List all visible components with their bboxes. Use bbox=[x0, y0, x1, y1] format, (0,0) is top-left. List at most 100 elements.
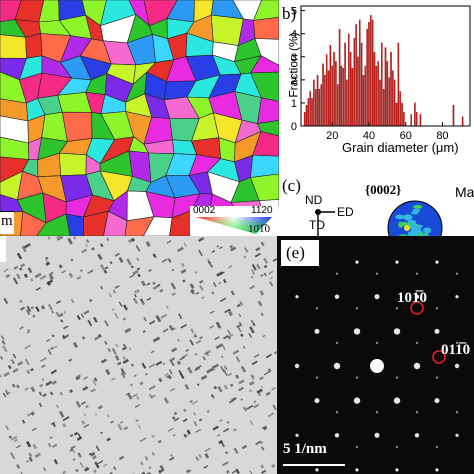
precipitate bbox=[158, 377, 163, 383]
precipitate bbox=[122, 317, 126, 321]
precipitate bbox=[150, 350, 155, 354]
precipitate bbox=[225, 451, 229, 455]
precipitate bbox=[97, 405, 103, 410]
precipitate bbox=[45, 380, 53, 387]
diffraction-spot bbox=[374, 294, 380, 300]
precipitate bbox=[210, 394, 215, 398]
precipitate bbox=[87, 319, 93, 327]
precipitate bbox=[62, 416, 70, 422]
histogram-bar bbox=[333, 52, 335, 127]
precipitate bbox=[205, 352, 210, 357]
precipitate bbox=[80, 401, 86, 405]
precipitate bbox=[92, 455, 97, 460]
histogram-bar bbox=[335, 61, 337, 127]
precipitate bbox=[220, 441, 225, 448]
weak-spot bbox=[415, 411, 419, 414]
precipitate bbox=[76, 436, 83, 441]
precipitate bbox=[167, 374, 172, 380]
histogram-bar bbox=[359, 19, 361, 127]
precipitate bbox=[265, 391, 271, 396]
precipitate bbox=[111, 377, 116, 381]
precipitate bbox=[68, 272, 74, 279]
precipitate bbox=[30, 306, 34, 310]
diffraction-spot bbox=[455, 295, 459, 299]
precipitate bbox=[55, 404, 59, 408]
spot-label-0110: 011̅0 bbox=[441, 342, 471, 358]
precipitate bbox=[213, 385, 218, 390]
weak-spot bbox=[415, 272, 419, 275]
precipitate bbox=[226, 470, 230, 474]
precipitate bbox=[171, 347, 178, 353]
precipitate bbox=[93, 469, 97, 474]
weak-spot bbox=[395, 376, 399, 379]
precipitate bbox=[20, 306, 26, 311]
precipitate bbox=[30, 386, 36, 393]
precipitate bbox=[133, 293, 137, 298]
panel-label-box-e: (e) bbox=[281, 240, 319, 266]
precipitate bbox=[215, 321, 222, 329]
precipitate bbox=[140, 461, 144, 466]
precipitate bbox=[227, 329, 232, 336]
precipitate bbox=[164, 373, 169, 377]
precipitate bbox=[177, 338, 180, 342]
precipitate bbox=[60, 319, 64, 323]
precipitate bbox=[186, 469, 192, 474]
diffraction-spot bbox=[435, 260, 439, 264]
precipitate bbox=[260, 464, 265, 469]
weak-spot bbox=[395, 445, 399, 449]
precipitate bbox=[110, 420, 114, 424]
precipitate bbox=[100, 358, 108, 364]
precipitate bbox=[151, 451, 155, 456]
precipitate bbox=[167, 258, 172, 263]
weak-spot bbox=[375, 272, 379, 275]
intensity-patch bbox=[403, 214, 413, 221]
precipitate bbox=[118, 301, 123, 307]
ebsd-orientation-map: m 0002 1120 10̇1̅0 bbox=[0, 0, 279, 236]
diffraction-spot bbox=[295, 295, 299, 299]
precipitate bbox=[223, 365, 228, 371]
precipitate bbox=[230, 383, 234, 387]
histogram-bar bbox=[392, 70, 394, 127]
precipitate bbox=[105, 369, 111, 376]
precipitate bbox=[270, 276, 273, 280]
precipitate bbox=[218, 281, 222, 285]
precipitate bbox=[46, 338, 51, 343]
precipitate bbox=[220, 355, 224, 359]
grain bbox=[253, 16, 279, 40]
precipitate bbox=[172, 416, 176, 420]
precipitate bbox=[85, 243, 88, 247]
precipitate bbox=[83, 423, 90, 428]
precipitate bbox=[18, 299, 23, 304]
precipitate bbox=[194, 353, 198, 356]
histogram-bar bbox=[379, 79, 381, 127]
precipitate bbox=[91, 247, 95, 251]
precipitate bbox=[197, 383, 200, 387]
diffraction-spot bbox=[370, 359, 384, 373]
pole-plane-label: {0002} bbox=[365, 182, 402, 197]
grain bbox=[210, 14, 244, 46]
histogram-bar bbox=[307, 98, 310, 127]
ipf-key-0002: 0002 bbox=[193, 205, 216, 216]
precipitate bbox=[107, 347, 111, 353]
precipitate bbox=[193, 412, 197, 416]
precipitate bbox=[215, 343, 223, 350]
precipitate bbox=[16, 252, 23, 260]
histogram-bar bbox=[303, 112, 306, 127]
scale-bar-label: m bbox=[1, 213, 13, 229]
precipitate bbox=[89, 451, 96, 457]
precipitate bbox=[76, 315, 81, 321]
precipitate bbox=[135, 245, 141, 252]
precipitate bbox=[195, 291, 200, 295]
precipitate bbox=[56, 236, 64, 241]
precipitate bbox=[122, 358, 129, 364]
intensity-patch bbox=[395, 214, 406, 220]
histogram-bar bbox=[375, 65, 378, 127]
diffraction-spot bbox=[395, 468, 399, 472]
precipitate bbox=[157, 283, 161, 287]
diffraction-spot bbox=[333, 362, 341, 370]
precipitate bbox=[152, 253, 157, 258]
precipitate bbox=[260, 241, 265, 247]
grain bbox=[257, 120, 279, 137]
precipitate bbox=[55, 300, 62, 305]
weak-spot bbox=[435, 307, 439, 310]
